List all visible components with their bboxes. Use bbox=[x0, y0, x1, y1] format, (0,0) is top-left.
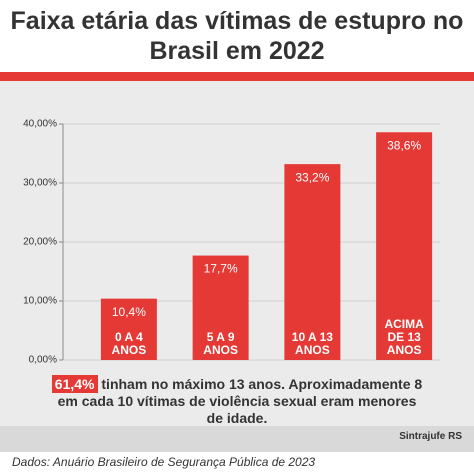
chart-title: Faixa etária das vítimas de estupro no B… bbox=[10, 7, 464, 65]
red-strip bbox=[0, 72, 474, 81]
logo: Sintrajufe RS bbox=[399, 431, 462, 442]
annotation-text: tinham no máximo 13 anos. Aproximadament… bbox=[57, 376, 423, 426]
y-tick-label: 30,00% bbox=[23, 178, 57, 189]
category-label: 5 A 9 ANOS bbox=[203, 330, 238, 357]
value-label: 33,2% bbox=[295, 170, 329, 184]
y-tick-label: 40,00% bbox=[23, 119, 57, 130]
bar bbox=[376, 132, 433, 360]
logo-band bbox=[0, 426, 474, 452]
y-tick-label: 20,00% bbox=[23, 237, 57, 248]
annotation: 61,4% tinham no máximo 13 anos. Aproxima… bbox=[50, 375, 424, 427]
value-label: 38,6% bbox=[387, 138, 421, 152]
value-label: 10,4% bbox=[112, 305, 146, 319]
y-tick-label: 10,00% bbox=[23, 296, 57, 307]
category-label: ACIMA DE 13 ANOS bbox=[384, 317, 424, 357]
annotation-highlight: 61,4% bbox=[51, 375, 98, 393]
value-label: 17,7% bbox=[204, 262, 238, 276]
bar bbox=[284, 164, 341, 360]
bar bbox=[100, 298, 157, 360]
y-tick-label: 0,00% bbox=[29, 355, 57, 366]
category-label: 0 A 4 ANOS bbox=[111, 330, 147, 357]
source: Dados: Anuário Brasileiro de Segurança P… bbox=[12, 455, 316, 469]
bar bbox=[192, 255, 249, 360]
category-label: 10 A 13 ANOS bbox=[291, 330, 333, 357]
